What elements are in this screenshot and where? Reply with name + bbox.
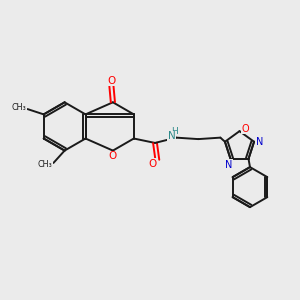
Text: N: N (256, 137, 264, 147)
Text: CH₃: CH₃ (38, 160, 52, 169)
Text: N: N (168, 131, 176, 141)
Text: O: O (241, 124, 249, 134)
Text: O: O (107, 76, 116, 86)
Text: N: N (225, 160, 233, 170)
Text: O: O (148, 158, 156, 169)
Text: H: H (171, 127, 178, 136)
Text: O: O (109, 152, 117, 161)
Text: CH₃: CH₃ (12, 103, 27, 112)
